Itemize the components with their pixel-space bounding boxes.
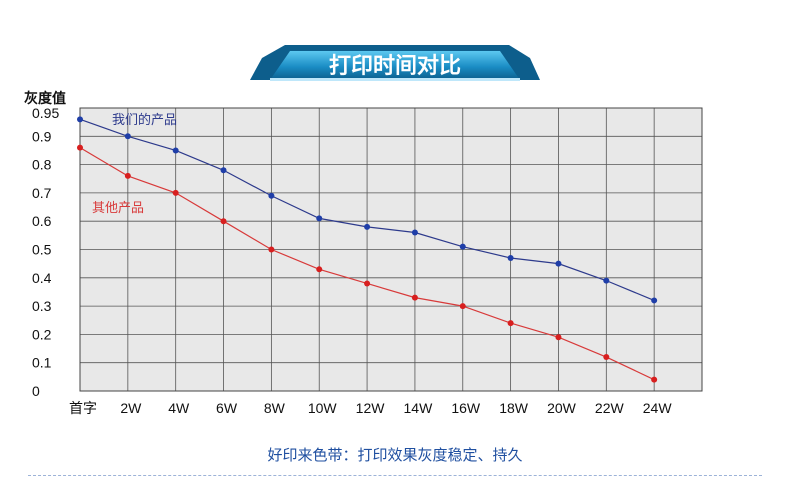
series-label: 其他产品 [92, 201, 144, 216]
data-point [316, 215, 323, 222]
data-point [268, 246, 275, 253]
data-point [172, 189, 179, 196]
x-tick-label: 14W [404, 400, 434, 416]
data-point [459, 243, 466, 250]
data-point [364, 223, 371, 230]
caption: 好印来色带：打印效果灰度稳定、持久 [267, 446, 523, 464]
x-tick-label: 18W [499, 400, 529, 416]
x-tick-label: 8W [264, 400, 286, 416]
y-tick-label: 0.5 [32, 242, 52, 258]
x-tick-label: 24W [643, 400, 673, 416]
data-point [77, 144, 83, 151]
data-point [507, 254, 514, 261]
plot-border [79, 107, 703, 392]
y-tick-label: 0.6 [32, 213, 52, 229]
data-point [603, 277, 610, 284]
data-point [268, 192, 275, 199]
data-point [316, 266, 323, 273]
x-tick-label: 2W [120, 400, 142, 416]
x-tick-label: 首字 [69, 400, 97, 416]
data-point [555, 334, 562, 341]
data-point [364, 280, 371, 287]
data-point [77, 116, 83, 123]
title-banner: 打印时间对比 [250, 45, 540, 81]
y-tick-label: 0.1 [32, 355, 52, 371]
data-point [651, 297, 658, 304]
x-tick-label: 12W [356, 400, 386, 416]
y-tick-label: 0.7 [32, 185, 52, 201]
data-point [124, 133, 131, 140]
data-point [124, 172, 131, 179]
data-point [603, 354, 610, 361]
divider [28, 475, 762, 476]
x-tick-label: 10W [308, 400, 338, 416]
chart-title: 打印时间对比 [329, 53, 461, 79]
data-point [220, 218, 227, 225]
data-point [555, 260, 562, 267]
data-point [411, 294, 418, 301]
y-tick-label: 0.3 [32, 298, 52, 314]
data-point [507, 320, 514, 327]
y-tick-label: 0.8 [32, 157, 52, 173]
y-tick-label: 0.4 [32, 270, 52, 286]
y-tick-label: 0.95 [32, 105, 59, 121]
data-point [459, 303, 466, 310]
x-tick-label: 16W [451, 400, 481, 416]
data-point [411, 229, 418, 236]
x-tick-label: 4W [168, 400, 190, 416]
plot-area: 0.95 0.9 0.8 0.7 0.6 0.5 0.4 0.3 0.2 0.1 0 首字 2W 4W 6W… [32, 105, 703, 416]
y-tick-label: 0 [32, 383, 40, 399]
y-tick-label: 0.9 [32, 128, 52, 144]
data-point [220, 167, 227, 174]
data-point [651, 376, 658, 383]
x-tick-label: 22W [595, 400, 625, 416]
series-label: 我们的产品 [112, 112, 177, 128]
x-tick-label: 20W [547, 400, 577, 416]
y-axis-label: 灰度值 [24, 90, 66, 107]
data-point [172, 147, 179, 154]
y-tick-label: 0.2 [32, 326, 52, 342]
x-tick-label: 6W [216, 400, 238, 416]
